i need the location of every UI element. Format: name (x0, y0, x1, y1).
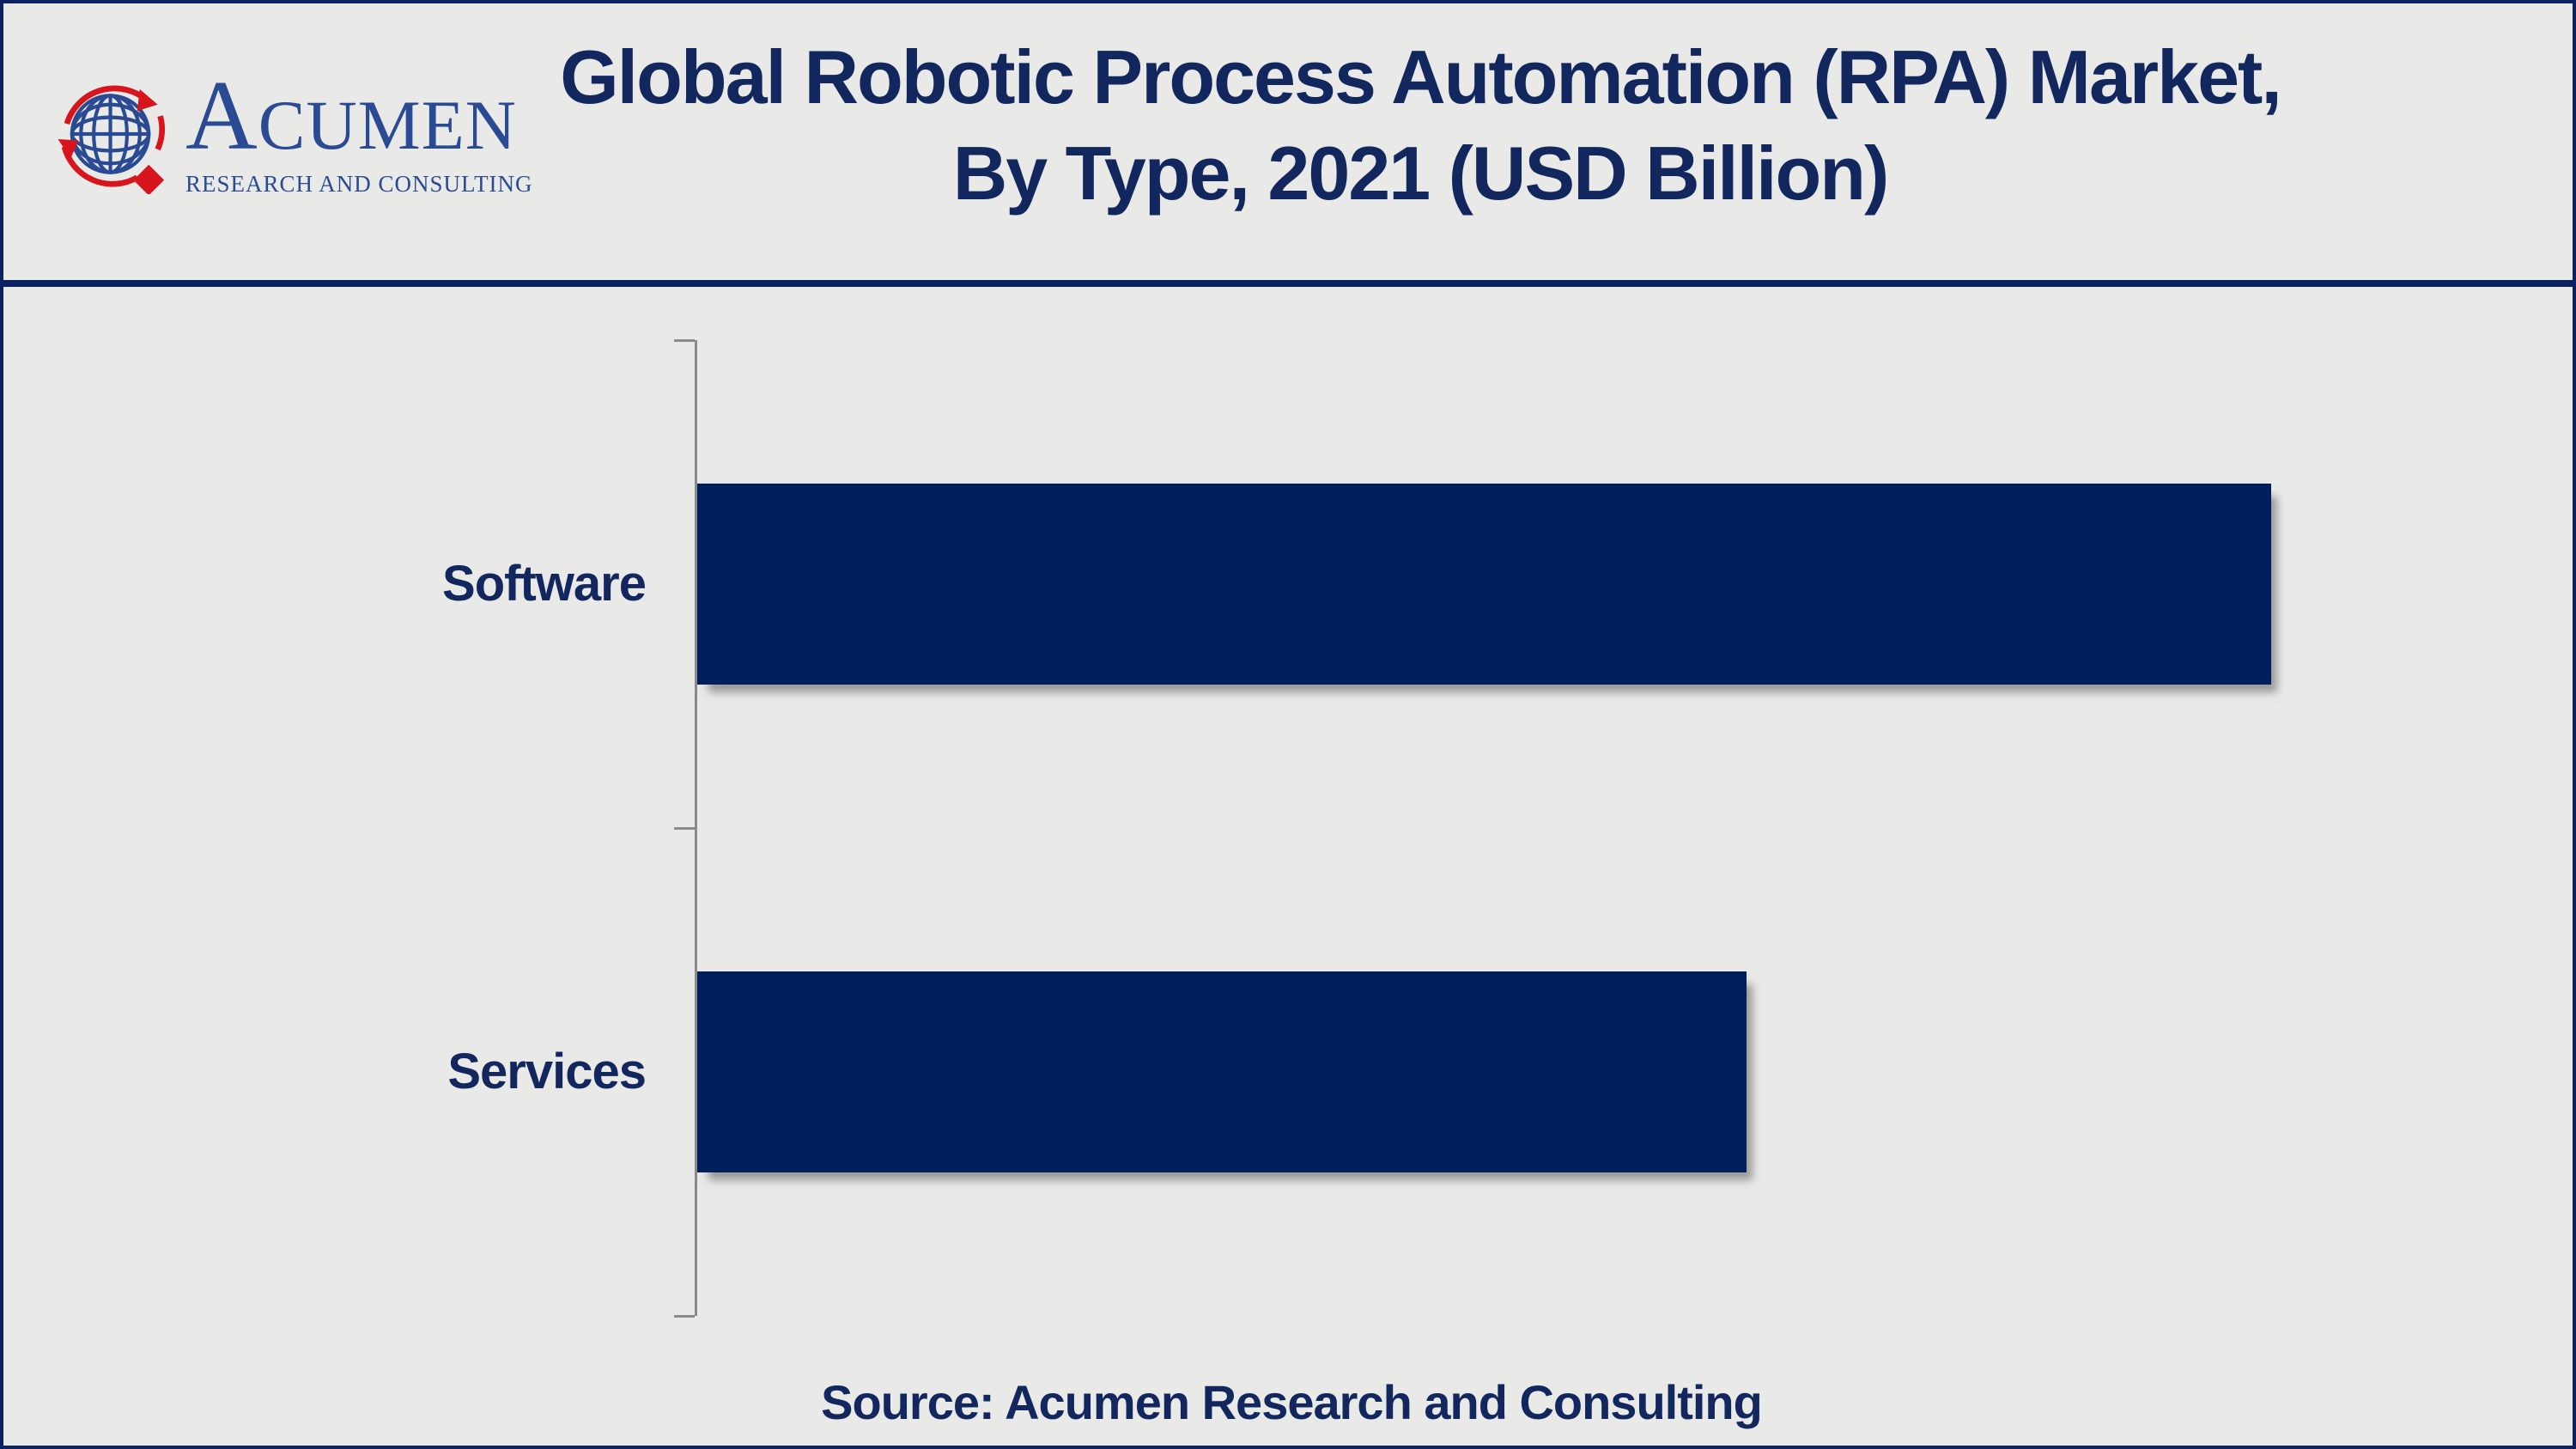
logo-subtitle-text: RESEARCH AND CONSULTING (185, 171, 533, 197)
chart-title-line1: Global Robotic Process Automation (RPA) … (560, 34, 2282, 119)
logo-acumen-text: ACUMEN (185, 61, 517, 171)
chart-title: Global Robotic Process Automation (RPA) … (278, 29, 2562, 222)
axis-tick (674, 339, 695, 342)
bar-services (697, 971, 1747, 1172)
axis-tick (674, 1315, 695, 1318)
chart-title-line2: By Type, 2021 (USD Billion) (952, 131, 1890, 216)
bar-software (697, 484, 2271, 685)
category-label-services: Services (447, 1044, 647, 1099)
logo-wordmark: ACUMEN RESEARCH AND CONSULTING (185, 61, 533, 198)
acumen-logo: ACUMEN RESEARCH AND CONSULTING (50, 61, 533, 201)
source-caption: Source: Acumen Research and Consulting (821, 1375, 1763, 1429)
category-axis-line (695, 340, 697, 1316)
bar-chart: Software Services (3, 287, 2573, 1369)
header-divider (3, 280, 2573, 287)
globe-icon (58, 85, 165, 194)
category-label-software: Software (442, 556, 647, 612)
axis-tick (674, 827, 695, 830)
